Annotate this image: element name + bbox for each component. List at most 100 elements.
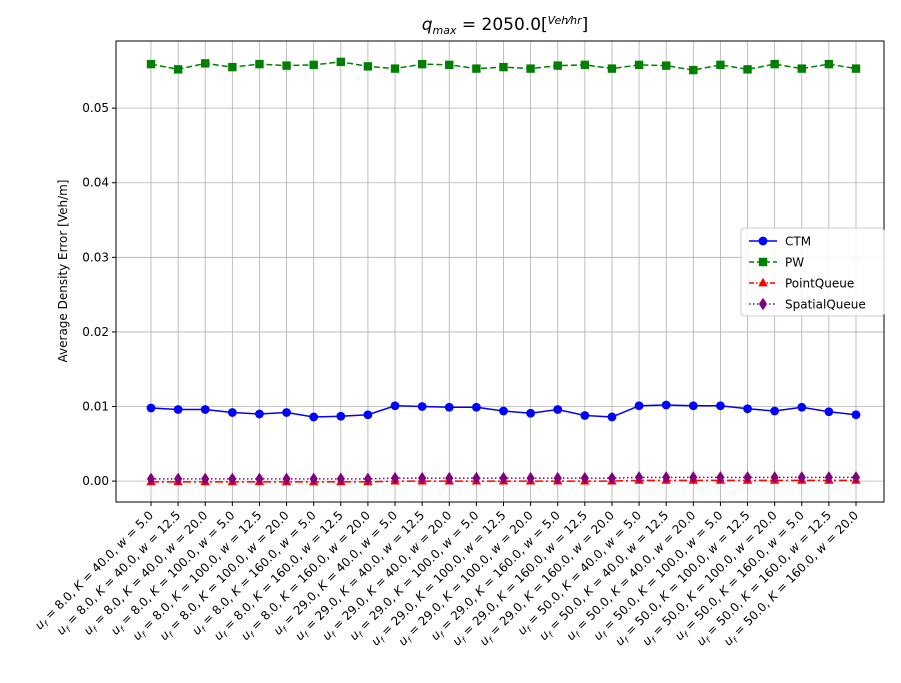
legend-marker [758,297,768,311]
legend: CTM PW PointQueue SpatialQueue [740,227,885,317]
data-point-spatialqueue [689,471,698,484]
data-point-ctm [743,404,752,414]
data-point-spatialqueue [770,471,779,484]
data-point-spatialqueue [634,471,644,484]
data-point-spatialqueue [390,471,400,485]
data-point-spatialqueue [363,472,373,486]
legend-label: PW [785,256,804,270]
data-point-pw [797,64,806,73]
legend-marker [758,277,768,287]
data-point-pw [661,61,671,70]
y-tick-label: 0.00 [82,474,109,488]
data-point-pw [363,62,373,71]
data-point-ctm [173,405,183,414]
data-point-spatialqueue [526,471,535,485]
data-point-ctm [255,409,264,419]
data-point-ctm [607,412,617,422]
data-point-spatialqueue [662,471,671,484]
y-tick-label: 0.04 [82,176,109,190]
data-point-ctm [499,406,508,416]
data-point-ctm [824,407,834,417]
legend-box [740,227,885,317]
y-tick-label: 0.03 [82,250,109,264]
data-point-ctm [282,408,291,417]
data-point-ctm [797,402,807,412]
data-point-pw [255,59,264,69]
data-point-ctm [716,401,725,411]
series-pw [146,57,861,75]
data-point-ctm [390,401,400,411]
data-point-pw [824,59,834,69]
data-point-pw [282,61,291,70]
data-point-ctm [851,410,861,420]
data-point-pw [173,65,183,74]
legend-label: PointQueue [785,277,854,291]
legend-label: SpatialQueue [785,298,866,312]
data-point-ctm [770,406,780,416]
data-point-spatialqueue [743,471,752,484]
data-point-spatialqueue [228,472,237,486]
data-point-pw [445,60,454,70]
data-point-spatialqueue [336,472,345,486]
data-point-spatialqueue [607,471,617,485]
data-point-ctm [444,402,454,412]
grid [116,41,884,502]
data-point-pw [716,60,725,70]
data-point-ctm [471,402,481,412]
data-point-pw [526,64,535,73]
data-point-spatialqueue [580,471,589,485]
series-spatialqueue [146,471,861,486]
series-layer [146,57,861,486]
data-point-spatialqueue [499,471,508,485]
legend-item-ctm: CTM [749,235,811,249]
chart-title: qmax = 2050.0[Veh⁄hr] [422,14,589,37]
data-point-pw [309,60,318,70]
data-point-pw [390,64,400,73]
data-point-ctm [309,412,319,422]
legend-marker [758,257,768,267]
data-point-ctm [227,408,237,417]
data-point-ctm [688,401,698,411]
legend-item-pointqueue: PointQueue [749,277,854,291]
legend-label: CTM [785,235,811,249]
data-point-spatialqueue [282,472,291,486]
data-point-pw [201,59,210,68]
data-point-spatialqueue [553,471,562,485]
data-point-ctm [363,410,373,420]
data-point-pw [472,64,481,73]
data-point-pw [770,59,779,69]
data-point-ctm [526,408,536,418]
data-point-ctm [417,402,427,411]
data-point-ctm [146,403,156,413]
legend-marker [758,236,768,246]
data-point-pw [580,60,590,70]
data-point-spatialqueue [716,471,725,484]
data-point-pw [417,59,427,69]
data-point-pw [228,62,237,72]
data-point-pw [743,65,752,74]
data-point-ctm [634,401,644,411]
data-point-spatialqueue [445,471,454,485]
data-point-spatialqueue [472,471,481,485]
series-ctm [146,400,861,422]
data-point-spatialqueue [255,472,264,486]
y-tick-label: 0.05 [82,101,109,115]
data-point-pw [689,65,698,75]
data-point-ctm [553,405,563,414]
data-point-spatialqueue [418,471,427,485]
data-point-pw [607,64,617,73]
data-point-ctm [580,411,590,420]
legend-item-pw: PW [749,256,804,270]
data-point-pw [336,57,346,67]
y-axis-label: Average Density Error [Veh/m] [56,180,70,363]
data-point-ctm [661,400,671,410]
legend-item-spatialqueue: SpatialQueue [749,298,866,312]
data-point-spatialqueue [851,471,861,484]
y-axis: 0.00 0.01 0.02 0.03 0.04 0.05 [82,101,116,488]
data-point-spatialqueue [146,472,156,486]
data-point-pw [634,60,644,70]
y-tick-label: 0.01 [82,400,109,414]
data-point-ctm [200,405,210,414]
